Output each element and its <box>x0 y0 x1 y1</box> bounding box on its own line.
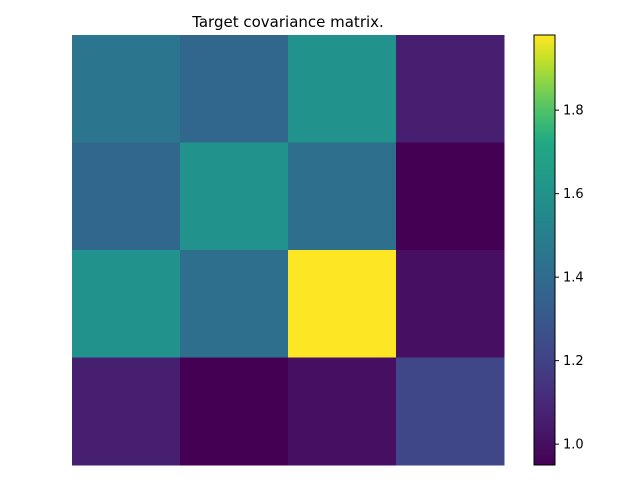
colorbar-tick-label: 1.0 <box>563 438 584 453</box>
heatmap-cell <box>396 357 505 466</box>
heatmap-cell <box>288 250 397 358</box>
heatmap-cell <box>180 250 289 358</box>
colorbar-tick-label: 1.2 <box>563 354 584 369</box>
colorbar-tick-label: 1.4 <box>563 271 584 286</box>
heatmap-cell <box>72 250 181 358</box>
heatmap-cell <box>396 250 505 358</box>
colorbar-ticks: 1.0 1.2 1.4 1.6 1.8 <box>555 104 584 453</box>
colorbar: 1.0 1.2 1.4 1.6 1.8 <box>533 34 584 466</box>
colorbar-tick-label: 1.8 <box>563 104 584 119</box>
heatmap-cell <box>72 357 181 466</box>
chart-title: Target covariance matrix. <box>191 13 384 31</box>
heatmap-cell <box>288 357 397 466</box>
heatmap-cell <box>180 142 289 251</box>
colorbar-frame <box>533 34 556 466</box>
heatmap-cell <box>72 35 181 143</box>
colorbar-tick-label: 1.6 <box>563 187 584 202</box>
heatmap <box>72 35 505 466</box>
heatmap-cell <box>288 35 397 143</box>
heatmap-cell <box>180 357 289 466</box>
heatmap-cell <box>396 142 505 251</box>
heatmap-cell <box>396 35 505 143</box>
heatmap-cell <box>288 142 397 251</box>
heatmap-cell <box>180 35 289 143</box>
heatmap-cell <box>72 142 181 251</box>
colorbar-gradient <box>534 35 555 465</box>
